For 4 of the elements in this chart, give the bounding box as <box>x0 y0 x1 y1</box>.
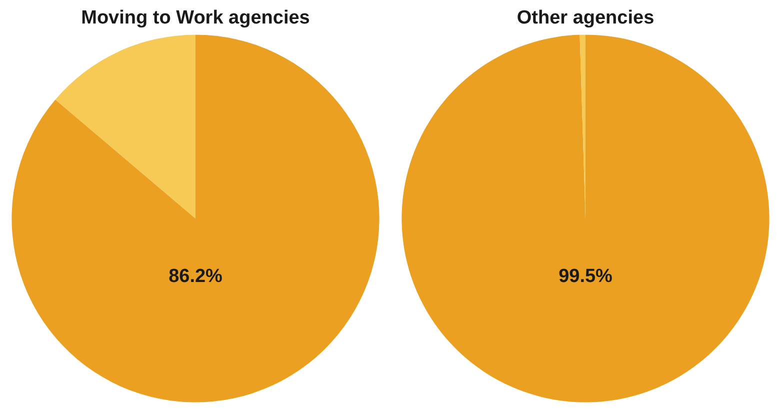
data-label: 86.2% <box>168 266 223 288</box>
chart-title: Other agencies <box>516 8 654 28</box>
chart-title: Moving to Work agencies <box>81 8 310 28</box>
data-label: 99.5% <box>558 266 613 288</box>
